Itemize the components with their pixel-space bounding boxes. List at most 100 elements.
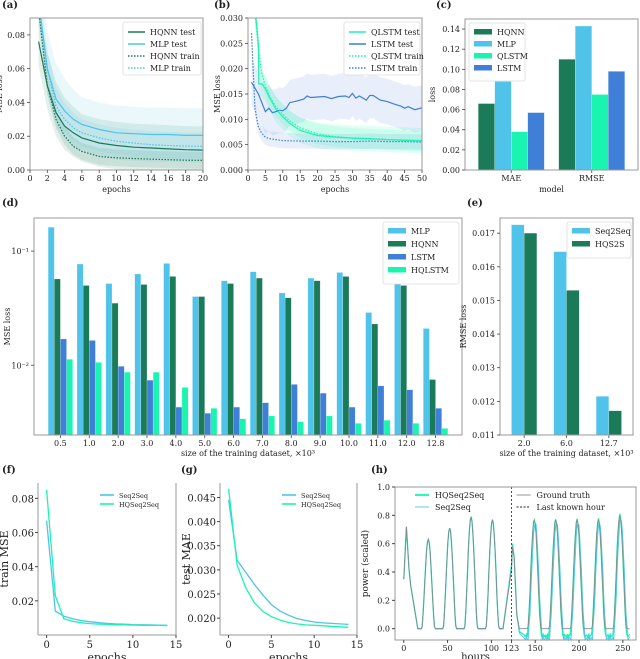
x-tick-label: 15 — [351, 640, 364, 651]
x-tick-label: 30 — [347, 174, 357, 183]
bar-seq2seq-2.0 — [511, 224, 525, 436]
legend-label: QLSTM train — [371, 52, 424, 61]
y-tick-label: 0.08 — [12, 494, 34, 505]
axes-frame — [394, 486, 637, 641]
x-tick-label: 10 — [127, 640, 140, 651]
series-line-lstm-test — [250, 81, 422, 114]
y-tick-label: 0.08 — [442, 85, 460, 94]
y-tick-label: 0.02 — [7, 132, 25, 141]
legend-swatch — [474, 29, 492, 35]
x-tick-label: 12.7 — [600, 439, 618, 448]
bar-hqnn-1.0 — [82, 285, 90, 436]
x-tick-label: 20 — [198, 174, 208, 183]
y-tick-label: 0.10 — [442, 65, 460, 74]
x-tick-label: 10 — [278, 174, 288, 183]
bar-mlp-12.8 — [423, 328, 430, 436]
x-tick-label: 12.8 — [427, 439, 445, 448]
bar-hqnn-12.0 — [400, 285, 407, 436]
bar-hqlstm-6.0 — [239, 418, 247, 436]
y-tick-label: 0.030 — [220, 14, 243, 23]
y-tick-label: 0.015 — [220, 90, 243, 99]
bar-qlstm-RMSE — [591, 94, 609, 171]
y-tick-label: 0.015 — [472, 296, 495, 305]
bar-hqnn-MAE — [478, 103, 495, 171]
y-tick-label: 0.6 — [377, 540, 390, 549]
bar-mlp-7.0 — [249, 271, 257, 436]
y-tick-label: 10⁻¹ — [11, 247, 29, 256]
x-tick-label: 7.0 — [256, 439, 269, 448]
chart-f: 0.02 0.04 0.06 0.08 0 5 10 15 epochs train MSE Seq… — [0, 483, 182, 659]
bar-mlp-5.0 — [192, 296, 199, 436]
chart-c: MAE RMSE 0.00 0.02 0.04 0.06 0.08 0.10 0.12 0.14 m… — [428, 18, 639, 194]
band-qlstm-test — [255, 18, 422, 154]
bar-mlp-4.0 — [163, 263, 170, 436]
y-tick-label: 0.000 — [220, 166, 243, 175]
x-tick-label: 11.0 — [369, 439, 387, 448]
plot-area — [250, 18, 422, 154]
series-line-mlp-train — [40, 18, 203, 147]
x-tick-label: 50 — [442, 644, 452, 653]
bar-hqnn-6.0 — [227, 283, 234, 436]
legend-label: HQNN — [411, 240, 439, 249]
bar-hqlstm-2.0 — [124, 371, 131, 436]
series-line-ground-truth — [403, 515, 630, 630]
y-tick-label: 0.030 — [187, 566, 216, 577]
legend-label: MLP test — [150, 40, 187, 49]
y-tick-label: 0.06 — [442, 106, 460, 115]
legend-label: LSTM test — [371, 40, 414, 49]
series-line-seq2seq — [45, 520, 168, 626]
bar-mlp-12.0 — [394, 274, 401, 436]
x-axis-label: epochs — [102, 185, 130, 194]
x-tick-label: 150 — [528, 644, 543, 653]
y-tick-label: 0.14 — [442, 25, 460, 34]
legend-label: LSTM train — [371, 64, 417, 73]
x-tick-label: 200 — [571, 644, 586, 653]
legend-label: Ground truth — [537, 491, 591, 500]
y-tick-label: 0.00 — [7, 166, 25, 175]
bar-lstm-8.0 — [291, 384, 298, 436]
y-tick-label: 0.020 — [220, 65, 243, 74]
legend-label: QLSTM — [497, 52, 528, 61]
x-tick-label: 12.0 — [398, 439, 416, 448]
x-tick-label: 3.0 — [141, 439, 154, 448]
legend-label: HQS2S — [595, 240, 625, 249]
bar-hqlstm-10.0 — [354, 423, 362, 436]
y-axis-label: MSE loss — [0, 75, 4, 113]
panel-label-f: (f) — [2, 465, 16, 476]
legend-swatch — [474, 53, 492, 59]
bar-hqnn-11.0 — [371, 323, 379, 436]
panel-label-c: (c) — [436, 0, 452, 11]
y-tick-label: 0.04 — [442, 126, 460, 135]
x-tick-label: 100 — [484, 644, 499, 653]
bar-lstm-MAE — [527, 112, 545, 171]
y-tick-label: 0.02 — [12, 597, 34, 608]
bar-hqlstm-0.5 — [66, 359, 73, 436]
chart-d: 0.5 1.0 2.0 3.0 4.0 5.0 6.0 7.0 8.0 9.0 10.0 11.0 12… — [3, 217, 463, 458]
x-tick-label: 0 — [27, 174, 32, 183]
chart-g: 0.020 0.025 0.030 0.035 0.040 0.045 0 5 10 15 epoc… — [180, 483, 363, 659]
y-axis-label: MSE loss — [213, 75, 222, 113]
y-axis-label: RMSE loss — [459, 305, 468, 349]
legend-label: Last known hour — [537, 503, 605, 512]
bar-hqnn-RMSE — [558, 59, 576, 171]
y-axis-label: loss — [428, 87, 437, 103]
bar-lstm-4.0 — [175, 406, 183, 436]
x-tick-label: 6.0 — [227, 439, 240, 448]
x-tick-label: 10 — [308, 640, 321, 651]
bar-mlp-MAE — [494, 81, 512, 171]
legend-box — [343, 21, 421, 76]
band-mlp-test — [38, 18, 203, 163]
x-tick-label: 2.0 — [112, 439, 125, 448]
bar-hqs2s-6.0 — [566, 290, 580, 436]
x-tick-label: 50 — [417, 174, 427, 183]
y-tick-label: 0.025 — [220, 39, 243, 48]
legend-label: Seq2Seq — [435, 503, 471, 512]
y-tick-label: 0.04 — [12, 563, 34, 574]
x-axis-label: size of the training dataset, ×10³ — [499, 449, 633, 458]
x-tick-label: 10.0 — [340, 439, 358, 448]
x-tick-label: 15 — [295, 174, 305, 183]
x-tick-label: RMSE — [579, 174, 605, 183]
panel-label-e: (e) — [467, 198, 483, 209]
series-line-hqnn-test — [38, 41, 203, 151]
bar-hqlstm-8.0 — [297, 421, 304, 436]
